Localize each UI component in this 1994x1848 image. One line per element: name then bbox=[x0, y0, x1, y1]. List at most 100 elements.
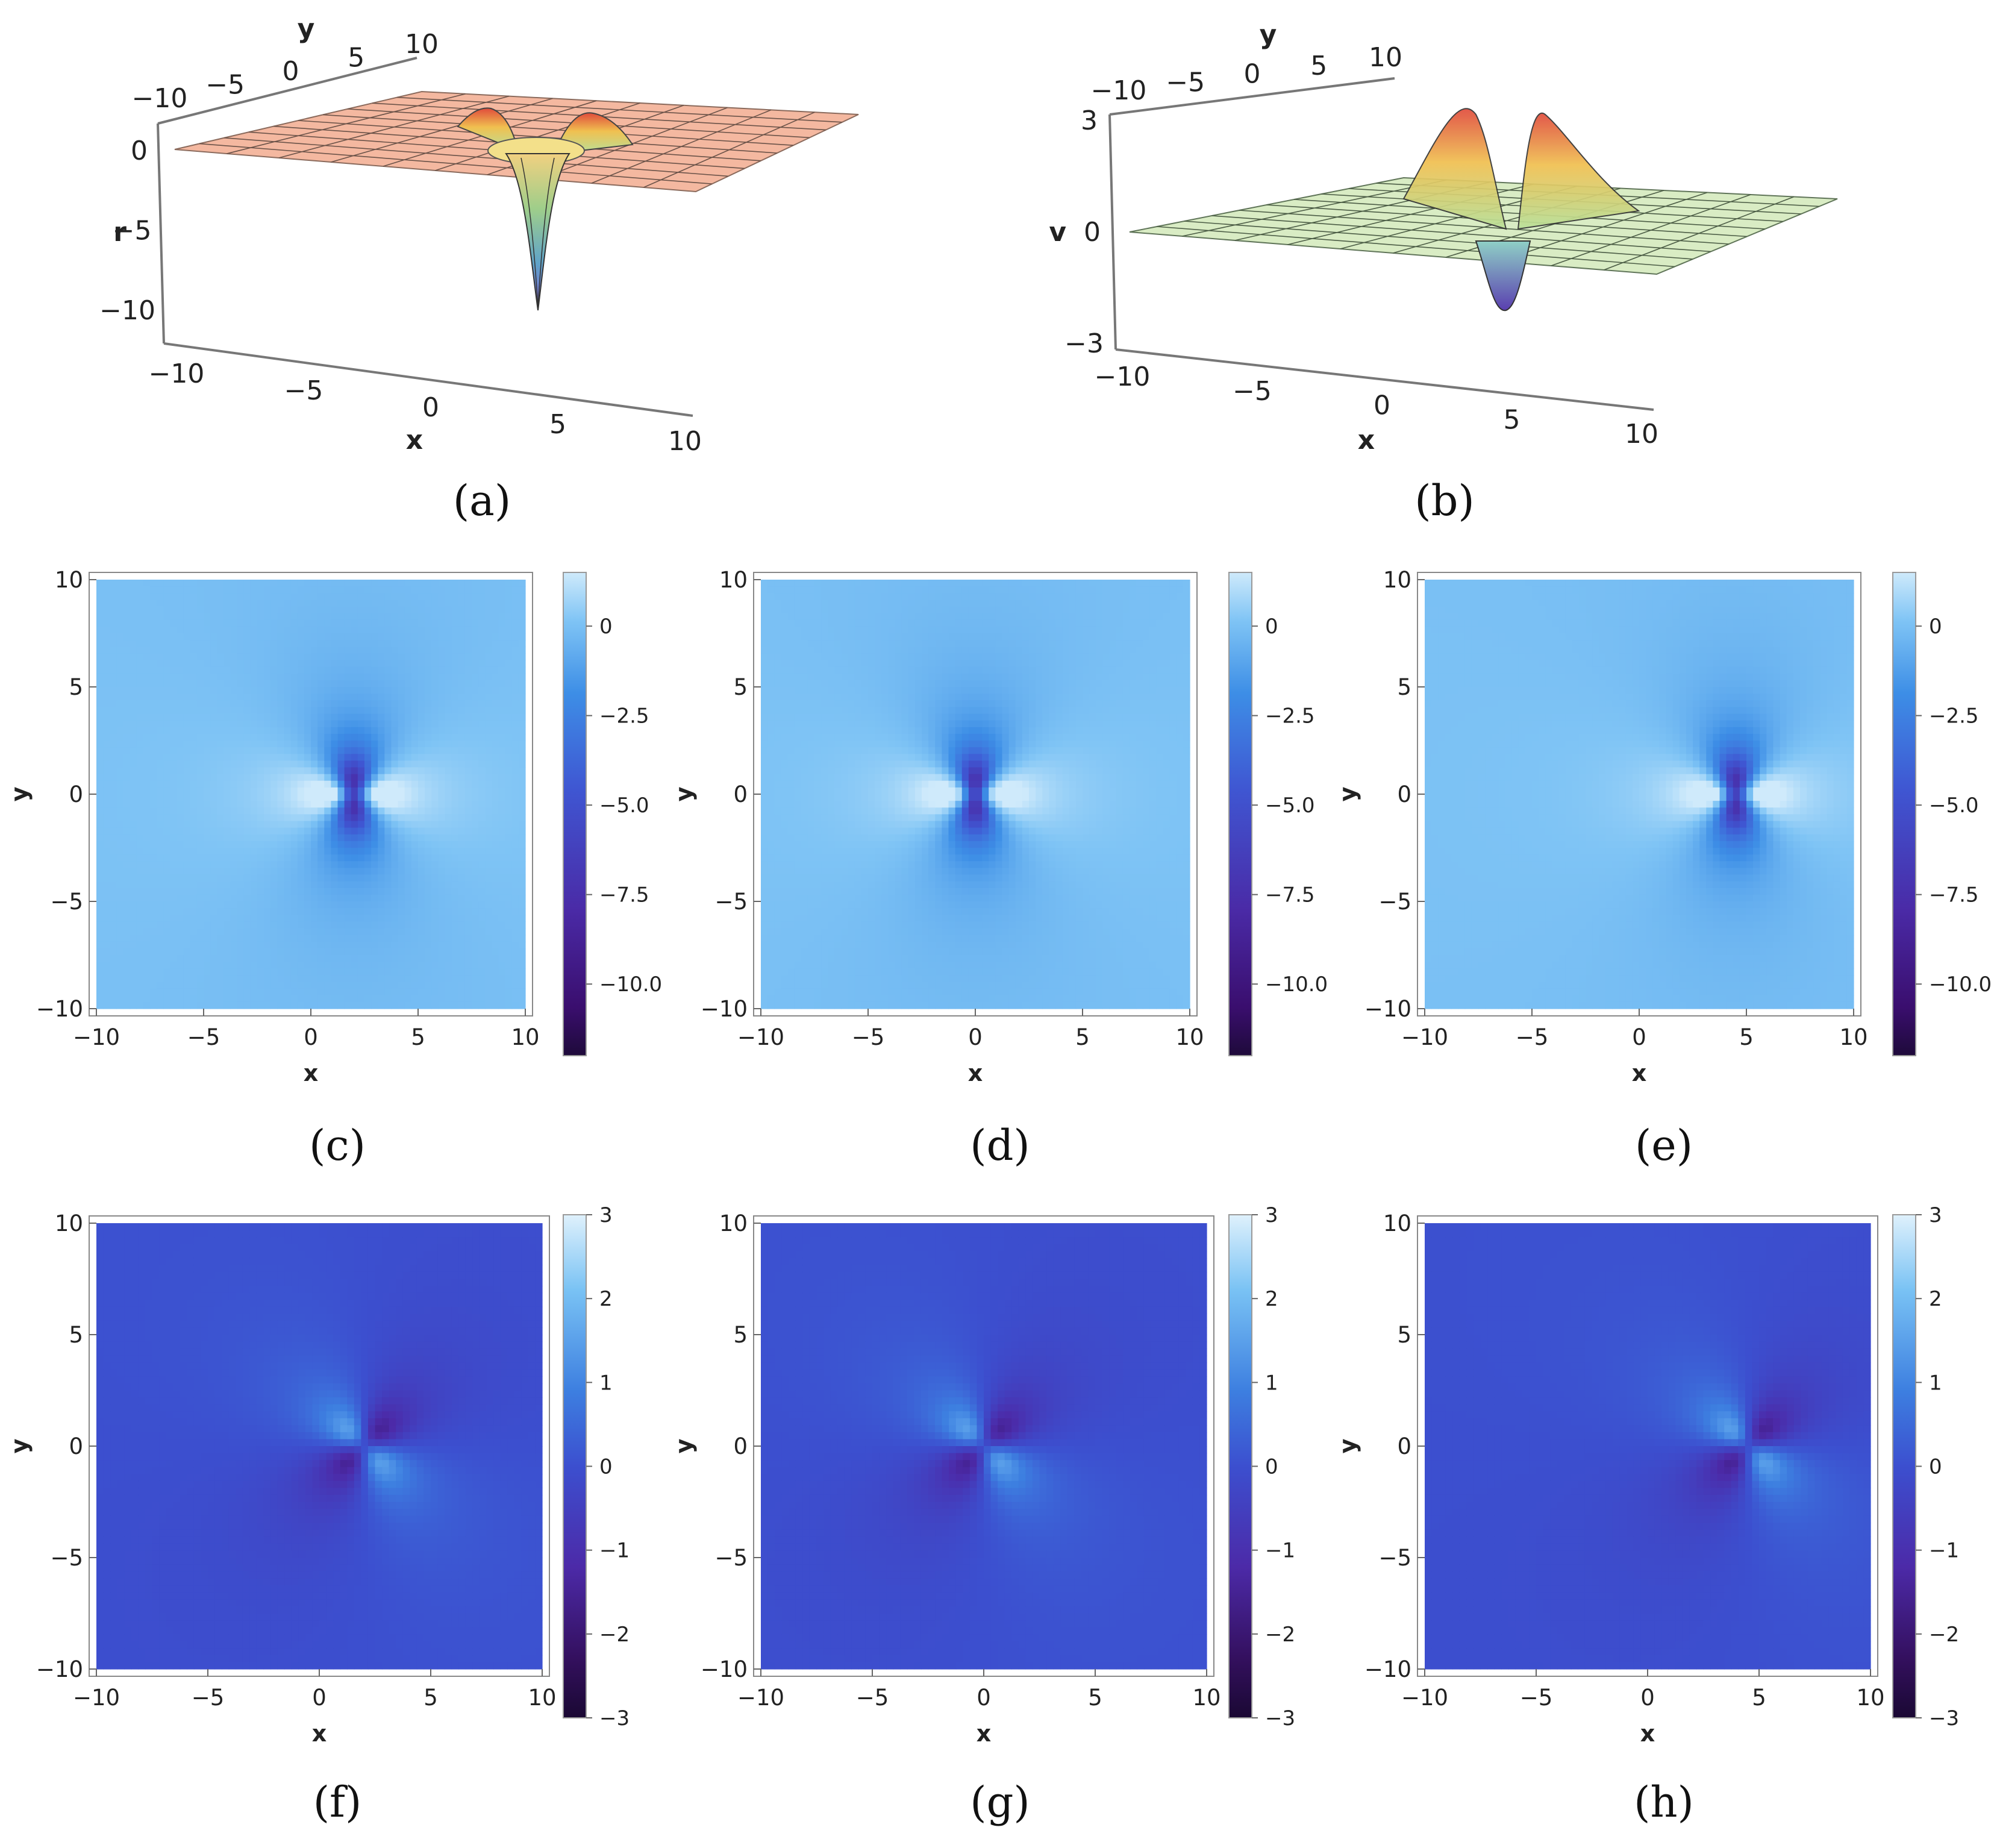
heatmap-cell bbox=[184, 929, 191, 936]
heatmap-cell bbox=[123, 875, 131, 882]
heatmap-cell bbox=[137, 915, 144, 922]
heatmap-cell bbox=[170, 955, 177, 962]
heatmap-cell bbox=[190, 620, 198, 627]
heatmap-cell bbox=[157, 861, 164, 868]
heatmap-cell bbox=[163, 680, 170, 688]
heatmap-cell bbox=[210, 841, 217, 848]
heatmap-cell bbox=[130, 707, 137, 714]
heatmap-cell bbox=[96, 955, 104, 962]
heatmap-cell bbox=[157, 760, 164, 768]
heatmap-cell bbox=[130, 721, 137, 728]
heatmap-cell bbox=[197, 814, 204, 821]
heatmap-cell bbox=[163, 754, 170, 761]
x-tick-label: −10 bbox=[149, 359, 205, 389]
heatmap-cell bbox=[116, 814, 123, 821]
heatmap-cell bbox=[130, 727, 137, 735]
heatmap-cell bbox=[110, 935, 117, 942]
heatmap-cell bbox=[184, 660, 191, 668]
heatmap-cell bbox=[163, 667, 170, 674]
heatmap-cell bbox=[143, 848, 151, 855]
heatmap-cell bbox=[177, 854, 184, 862]
heatmap-cell bbox=[190, 875, 198, 882]
heatmap-cell bbox=[150, 895, 157, 902]
heatmap-cell bbox=[217, 995, 224, 1003]
heatmap-cell bbox=[163, 821, 170, 828]
heatmap-cell bbox=[143, 674, 151, 681]
heatmap-cell bbox=[137, 1002, 144, 1009]
heatmap-cell bbox=[130, 607, 137, 614]
heatmap-cell bbox=[150, 647, 157, 654]
heatmap-cell bbox=[163, 908, 170, 915]
heatmap-cell bbox=[157, 586, 164, 594]
heatmap-cell bbox=[170, 687, 177, 694]
heatmap-cell bbox=[143, 901, 151, 909]
heatmap-cell bbox=[130, 848, 137, 855]
heatmap-cell bbox=[177, 901, 184, 909]
heatmap-cell bbox=[123, 929, 131, 936]
heatmap-cell bbox=[184, 915, 191, 922]
heatmap-cell bbox=[157, 801, 164, 808]
heatmap-cell bbox=[96, 620, 104, 627]
heatmap-cell bbox=[177, 848, 184, 855]
heatmap-cell bbox=[197, 901, 204, 909]
heatmap-cell bbox=[217, 854, 224, 862]
y-tick-label: −5 bbox=[205, 70, 245, 101]
heatmap-cell bbox=[163, 807, 170, 815]
heatmap-cell bbox=[217, 727, 224, 735]
heatmap-cell bbox=[110, 895, 117, 902]
heatmap-cell bbox=[110, 901, 117, 909]
heatmap-cell bbox=[137, 995, 144, 1003]
heatmap-cell bbox=[137, 727, 144, 735]
heatmap-cell bbox=[210, 700, 217, 707]
heatmap-cell bbox=[217, 801, 224, 808]
heatmap-cell bbox=[210, 613, 217, 621]
heatmap-cell bbox=[197, 721, 204, 728]
heatmap-cell bbox=[96, 607, 104, 614]
heatmap-cell bbox=[184, 895, 191, 902]
heatmap-cell bbox=[96, 727, 104, 735]
heatmap-cell bbox=[170, 774, 177, 781]
heatmap-cell bbox=[204, 929, 211, 936]
heatmap-cell bbox=[137, 794, 144, 801]
heatmap-cell bbox=[96, 613, 104, 621]
heatmap-cell bbox=[163, 989, 170, 996]
heatmap-cell bbox=[163, 660, 170, 668]
heatmap-cell bbox=[217, 747, 224, 754]
heatmap-cell bbox=[184, 741, 191, 748]
heatmap-cell bbox=[223, 747, 231, 754]
heatmap-cell bbox=[163, 794, 170, 801]
heatmap-cell bbox=[204, 674, 211, 681]
heatmap-cell bbox=[190, 580, 198, 587]
heatmap-cell bbox=[223, 607, 231, 614]
heatmap-cell bbox=[103, 935, 110, 942]
heatmap-cell bbox=[123, 727, 131, 735]
heatmap-cell bbox=[137, 861, 144, 868]
heatmap-cell bbox=[163, 895, 170, 902]
heatmap-cell bbox=[103, 895, 110, 902]
heatmap-cell bbox=[157, 908, 164, 915]
heatmap-cell bbox=[217, 653, 224, 660]
heatmap-cell bbox=[123, 989, 131, 996]
heatmap-cell bbox=[110, 962, 117, 969]
z-tick-label: 0 bbox=[1084, 217, 1101, 248]
heatmap-cell bbox=[157, 620, 164, 627]
heatmap-cell bbox=[163, 747, 170, 754]
z-tick-label: −10 bbox=[99, 295, 155, 326]
heatmap-cell bbox=[210, 727, 217, 735]
heatmap-cell bbox=[96, 968, 104, 976]
heatmap-cell bbox=[190, 995, 198, 1003]
heatmap-cell bbox=[103, 982, 110, 989]
heatmap-cell bbox=[110, 995, 117, 1003]
heatmap-cell bbox=[110, 989, 117, 996]
heatmap-cell bbox=[103, 921, 110, 929]
y-tick-label: 10 bbox=[1369, 42, 1402, 73]
heatmap-cell bbox=[170, 1002, 177, 1009]
heatmap-cell bbox=[103, 814, 110, 821]
heatmap-cell bbox=[177, 814, 184, 821]
heatmap-cell bbox=[197, 640, 204, 647]
heatmap-cell bbox=[223, 586, 231, 594]
heatmap-cell bbox=[197, 888, 204, 895]
heatmap-cell bbox=[103, 995, 110, 1003]
heatmap-cell bbox=[110, 875, 117, 882]
heatmap-cell bbox=[177, 674, 184, 681]
